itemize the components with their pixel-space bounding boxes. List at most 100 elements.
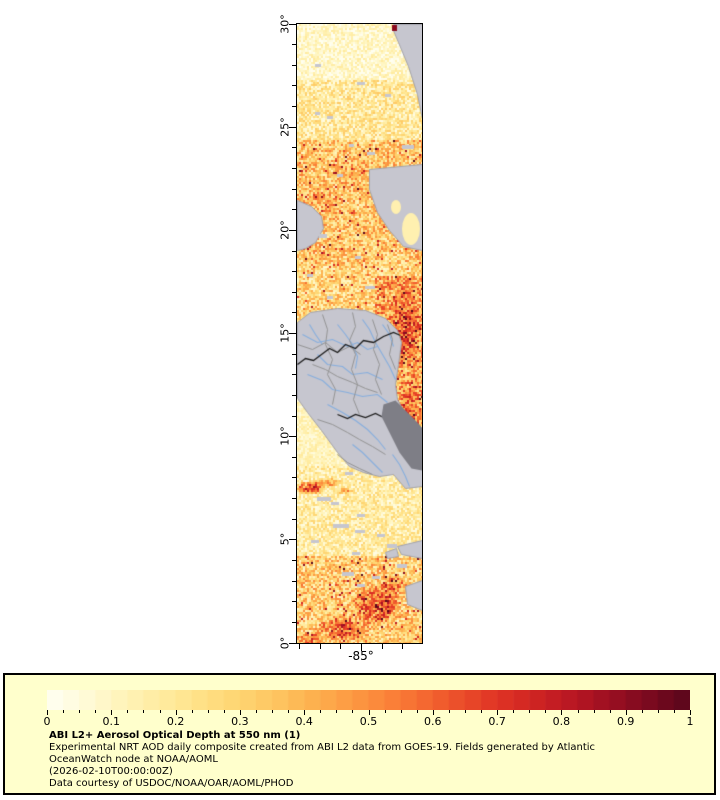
lat-tick <box>292 167 296 169</box>
colorbar-tick <box>79 710 81 713</box>
lat-tick-label: 15° <box>278 323 292 343</box>
colorbar-tick <box>272 710 273 713</box>
colorbar-tick <box>593 710 595 713</box>
colorbar-tick <box>336 710 338 713</box>
lat-tick <box>292 64 296 66</box>
lat-tick-label: 30° <box>278 13 292 34</box>
colorbar-tick <box>95 710 97 713</box>
colorbar-tick <box>47 710 48 715</box>
colorbar-tick <box>288 710 290 713</box>
colorbar-tick <box>529 710 531 713</box>
lat-tick <box>289 229 296 231</box>
lat-tick <box>292 477 296 479</box>
lat-tick-label: 25° <box>278 116 292 137</box>
lat-tick <box>292 456 296 458</box>
lat-tick-label: 10° <box>278 426 292 446</box>
lat-tick <box>292 209 296 211</box>
lat-tick <box>289 23 296 25</box>
colorbar-tick <box>352 710 354 713</box>
colorbar-tick-label: 0.1 <box>102 715 121 728</box>
lat-tick <box>289 539 296 541</box>
lat-tick <box>289 333 296 334</box>
colorbar-tick <box>416 710 418 713</box>
lon-tick <box>361 644 362 651</box>
lat-tick-label: 20° <box>278 220 292 240</box>
colorbar-tick <box>625 710 627 715</box>
lat-tick <box>289 642 296 644</box>
legend-title: ABI L2+ Aerosol Optical Depth at 550 nm … <box>49 730 301 741</box>
colorbar-tick <box>577 710 579 713</box>
colorbar-tick <box>384 710 386 713</box>
lat-tick <box>292 188 296 190</box>
lat-tick <box>292 147 296 149</box>
colorbar-tick-label: 0.4 <box>295 715 313 728</box>
colorbar-tick <box>432 710 434 715</box>
colorbar-tick <box>223 710 225 713</box>
legend-lines: Experimental NRT AOD daily composite cre… <box>49 742 595 790</box>
lat-tick <box>292 498 296 500</box>
colorbar-tick <box>304 710 306 715</box>
lat-tick <box>292 85 296 87</box>
colorbar-tick <box>320 710 322 713</box>
colorbar-tick <box>448 710 450 713</box>
colorbar-tick <box>127 710 129 713</box>
legend-line: OceanWatch node at NOAA/AOML <box>49 754 218 765</box>
colorbar-tick-label: 0.7 <box>488 715 506 728</box>
colorbar-tick <box>256 710 257 713</box>
aod-map-frame <box>296 23 423 644</box>
colorbar-tick-label: 0.8 <box>552 715 571 728</box>
colorbar-tick <box>561 710 563 715</box>
lat-tick <box>292 271 296 273</box>
colorbar-tick <box>207 710 209 713</box>
colorbar-tick <box>143 710 145 713</box>
colorbar-tick-label: 0 <box>43 715 51 728</box>
lat-tick <box>292 601 296 603</box>
lat-tick <box>292 106 296 107</box>
colorbar-tick-label: 0.9 <box>616 715 635 728</box>
lat-tick <box>292 291 296 293</box>
lat-tick <box>292 518 296 520</box>
colorbar-canvas <box>47 690 690 710</box>
lon-tick <box>402 644 404 649</box>
colorbar-tick <box>368 710 370 715</box>
lon-tick <box>299 644 301 649</box>
legend-line: Experimental NRT AOD daily composite cre… <box>49 742 596 753</box>
lat-tick <box>292 621 296 623</box>
lat-tick <box>292 250 296 252</box>
colorbar-tick <box>641 710 643 713</box>
lon-tick <box>319 644 321 649</box>
lat-tick <box>289 126 296 128</box>
lon-tick <box>381 644 383 649</box>
colorbar-tick <box>464 710 466 713</box>
colorbar-tick-label: 0.2 <box>166 715 185 728</box>
lat-tick <box>292 415 296 417</box>
longitude-tick-label: -85° <box>348 649 374 663</box>
lat-tick-label: 0° <box>278 636 292 649</box>
legend-line: Data courtesy of USDOC/NOAA/OAR/AOML/PHO… <box>49 778 294 789</box>
colorbar-tick <box>513 710 515 713</box>
colorbar-tick <box>400 710 402 713</box>
lat-tick <box>292 353 296 355</box>
colorbar-tick <box>545 710 547 713</box>
legend-text-block: ABI L2+ Aerosol Optical Depth at 550 nm … <box>49 730 595 790</box>
colorbar-tick <box>159 710 161 713</box>
colorbar-tick <box>191 710 193 713</box>
lon-tick <box>340 644 342 649</box>
colorbar-tick <box>63 710 65 713</box>
colorbar-tick-label: 0.6 <box>424 715 442 728</box>
lat-tick <box>292 374 296 376</box>
lat-tick <box>292 394 296 396</box>
colorbar-tick <box>609 710 611 713</box>
lat-tick <box>292 580 296 582</box>
colorbar-tick <box>497 710 499 715</box>
lat-tick <box>292 312 296 314</box>
colorbar-tick-label: 1 <box>686 715 694 728</box>
colorbar-tick <box>239 710 241 715</box>
legend-line: (2026-02-10T00:00:00Z) <box>49 766 173 777</box>
colorbar-tick <box>481 710 482 713</box>
colorbar-tick <box>657 710 659 713</box>
colorbar-tick-label: 0.3 <box>231 715 249 728</box>
colorbar-tick <box>111 710 113 715</box>
aod-map-canvas <box>297 24 422 643</box>
